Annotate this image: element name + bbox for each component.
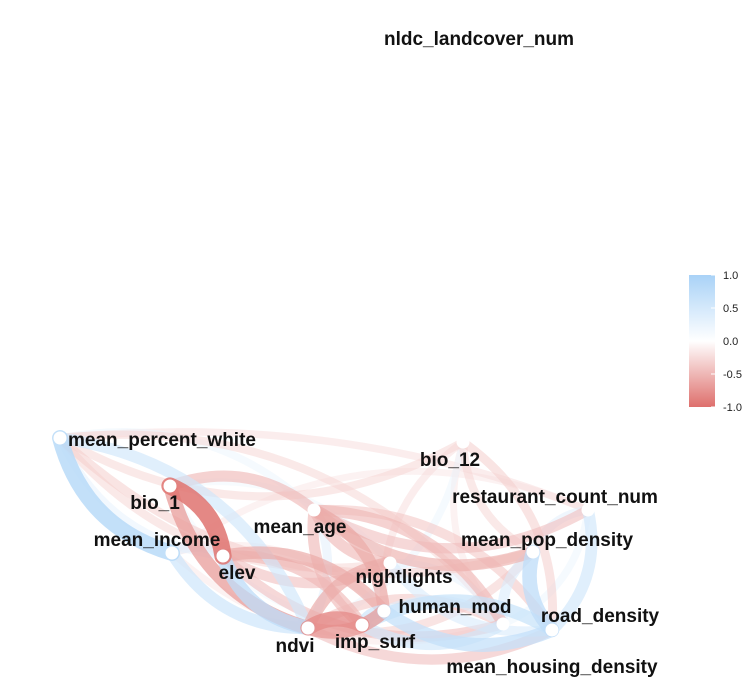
node-mpd (526, 545, 540, 559)
node-mhd (496, 617, 510, 631)
legend-tick-label-1: 0.5 (723, 303, 738, 315)
node-label-elev: elev (219, 563, 256, 584)
edge-rest-inc (168, 467, 592, 557)
legend-ticks: 1.0 0.5 0.0 -0.5 -1.0 (711, 270, 742, 414)
node-ndvi (301, 621, 315, 635)
node-imp (355, 618, 369, 632)
node-hmod (377, 604, 391, 618)
node-age (307, 503, 321, 517)
node-mpw (53, 431, 67, 445)
node-label-road: road_density (541, 606, 660, 627)
labels-layer: nldc_landcover_num mean_percent_white bio_… (68, 29, 660, 678)
edge-mpw-bio12 (55, 433, 468, 501)
legend-tick-label-3: -0.5 (723, 369, 742, 381)
edge-road-rest (546, 504, 598, 636)
edge-hmod-road (377, 604, 559, 652)
edge-mpw-ndvi (54, 432, 314, 634)
edge-imp-mhd (356, 618, 509, 651)
edge-mpw-inc (52, 430, 180, 561)
edge-elev-ndvi (215, 548, 316, 636)
node-rest (581, 503, 595, 517)
node-elev (216, 549, 230, 563)
node-bio1 (163, 479, 177, 493)
node-label-night: nightlights (355, 567, 452, 588)
node-label-inc: mean_income (94, 530, 221, 551)
node-label-nldc: nldc_landcover_num (384, 29, 574, 50)
node-label-bio12: bio_12 (420, 450, 480, 471)
node-label-ndvi: ndvi (275, 636, 314, 657)
edge-bio12-road (458, 437, 558, 635)
node-label-mhd: mean_housing_density (446, 657, 658, 678)
edge-bio1-elev (161, 477, 232, 565)
node-label-hmod: human_mod (399, 597, 512, 618)
node-night (383, 556, 397, 570)
edge-elev-hmod (216, 546, 391, 618)
legend-tick-label-2: 0.0 (723, 336, 738, 348)
node-label-age: mean_age (254, 517, 347, 538)
node-bio12 (456, 435, 470, 449)
legend-tick-label-4: -1.0 (723, 402, 742, 414)
edges-layer (52, 428, 598, 665)
node-label-mpw: mean_percent_white (68, 430, 256, 451)
node-label-rest: restaurant_count_num (452, 487, 658, 508)
node-label-imp: imp_surf (335, 632, 416, 653)
legend-colorbar (689, 275, 715, 407)
node-label-mpd: mean_pop_density (461, 530, 634, 551)
edge-age-hmod (307, 503, 391, 618)
node-inc (165, 546, 179, 560)
edge-road-mpd (522, 544, 560, 638)
node-label-bio1: bio_1 (130, 493, 180, 514)
color-legend: 1.0 0.5 0.0 -0.5 -1.0 (689, 270, 742, 414)
nodes-layer (53, 431, 595, 637)
node-road (545, 623, 559, 637)
legend-tick-label-0: 1.0 (723, 270, 738, 282)
